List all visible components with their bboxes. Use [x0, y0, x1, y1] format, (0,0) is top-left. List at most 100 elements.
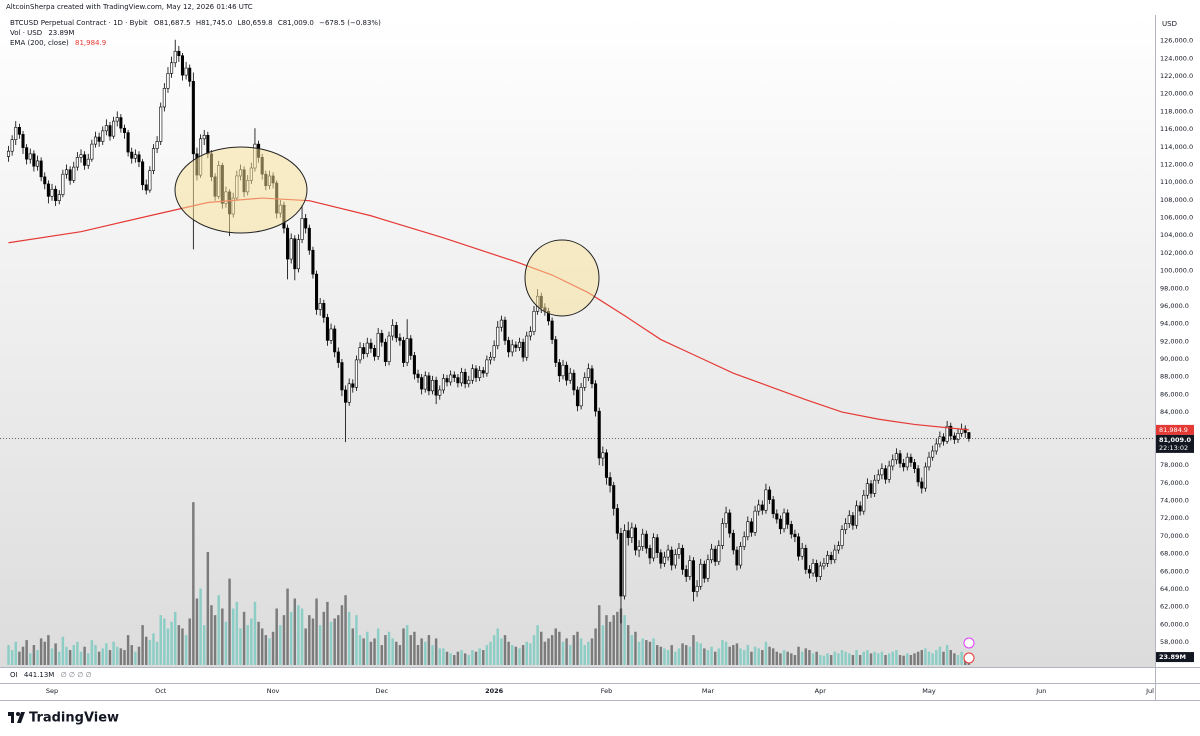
volume-bar: [61, 636, 65, 665]
y-tick-label: 72,000.0: [1160, 514, 1189, 522]
candle-body: [43, 176, 47, 185]
y-tick-label: 108,000.0: [1160, 196, 1193, 204]
volume-bar: [532, 635, 536, 665]
logo-shape: [11, 712, 14, 723]
candle-body: [775, 513, 779, 520]
volume-bar: [782, 650, 786, 665]
y-tick-label: 118,000.0: [1160, 107, 1193, 115]
volume-bar: [173, 611, 177, 665]
candle-body: [307, 227, 311, 251]
volume-bar: [884, 655, 887, 665]
y-tick-label: 96,000.0: [1160, 302, 1189, 310]
candle-body: [797, 536, 801, 557]
candle-body: [572, 372, 576, 391]
volume-bar: [384, 635, 387, 665]
candle-body: [590, 368, 594, 385]
candle-body: [912, 462, 917, 469]
volume-bar: [54, 643, 57, 665]
candle-body: [104, 125, 108, 132]
volume-bar: [648, 641, 652, 665]
volume-bar: [326, 601, 329, 665]
volume-bar: [152, 633, 155, 665]
candle-body: [941, 436, 946, 442]
candle-body: [173, 50, 177, 64]
candle-body: [916, 468, 920, 483]
volume-bar: [431, 645, 434, 665]
candle-body: [938, 436, 942, 445]
highlight-ellipse: [174, 146, 308, 234]
y-tick-label: 62,000.0: [1160, 603, 1189, 611]
candle-body: [369, 342, 373, 349]
volume-bar: [514, 646, 518, 665]
volume-bar: [880, 651, 884, 665]
volume-bar: [279, 625, 282, 665]
y-tick-label: 76,000.0: [1160, 479, 1189, 487]
candle-body: [851, 515, 855, 526]
volume-bar: [489, 641, 492, 665]
candle-body: [420, 377, 424, 390]
candle-body: [883, 468, 888, 480]
candle-body: [601, 452, 605, 459]
candle-body: [967, 432, 971, 439]
volume-name: Vol · USD: [10, 29, 42, 37]
last-price-label: 81,009.0: [1159, 436, 1192, 444]
volume-bar: [380, 645, 384, 665]
volume-bar: [228, 578, 231, 665]
candle-body: [409, 338, 413, 356]
volume-bar: [467, 655, 470, 665]
volume-bar: [224, 621, 228, 665]
candle-body: [401, 340, 406, 363]
candle-body: [137, 154, 141, 163]
logo-shape: [17, 712, 25, 723]
candle-body: [688, 560, 692, 577]
candle-body: [115, 117, 119, 122]
candle-body: [351, 383, 355, 388]
volume-bar: [239, 628, 242, 665]
candle-body: [862, 494, 866, 512]
y-tick-label: 100,000.0: [1160, 267, 1193, 275]
candle-body: [39, 160, 43, 178]
volume-bar: [862, 651, 866, 665]
volume-bar: [387, 631, 391, 665]
volume-bar: [597, 605, 601, 665]
x-tick-label: Mar: [702, 687, 715, 695]
candle-body: [25, 147, 29, 160]
volume-bar: [376, 628, 380, 665]
candle-body: [394, 325, 398, 339]
volume-bar: [206, 552, 210, 665]
volume-bar: [721, 640, 724, 665]
volume-bar: [623, 615, 626, 665]
candle-body: [746, 521, 750, 538]
candle-body: [909, 456, 913, 463]
candle-body: [514, 344, 518, 348]
volume-bar: [268, 638, 271, 665]
candle-body: [793, 533, 797, 538]
volume-bar: [869, 653, 873, 665]
x-tick-label: Jul: [1145, 687, 1154, 695]
volume-bar: [47, 635, 50, 665]
candle-body: [898, 453, 902, 464]
logo-shape: [16, 712, 20, 716]
candle-body: [365, 342, 369, 355]
candle-body: [507, 340, 511, 353]
candle-body: [550, 320, 554, 340]
candle-body: [615, 508, 619, 534]
volume-bar: [304, 628, 307, 665]
candle-body: [659, 552, 663, 564]
candle-body: [162, 88, 166, 108]
candle-body: [923, 466, 927, 489]
volume-bar: [536, 625, 539, 665]
volume-bar: [909, 655, 913, 665]
volume-bar: [569, 645, 572, 665]
volume-bar: [764, 641, 768, 665]
candle-body: [50, 188, 54, 197]
y-tick-label: 110,000.0: [1160, 178, 1193, 186]
candle-body: [604, 452, 609, 478]
volume-bar: [594, 628, 597, 665]
volume-label: 23.89M: [1159, 653, 1186, 661]
candle-body: [786, 512, 790, 525]
y-tick-label: 78,000.0: [1160, 461, 1189, 469]
volume-bar: [558, 631, 561, 665]
volume-bar: [250, 618, 253, 665]
candle-body: [565, 364, 569, 381]
